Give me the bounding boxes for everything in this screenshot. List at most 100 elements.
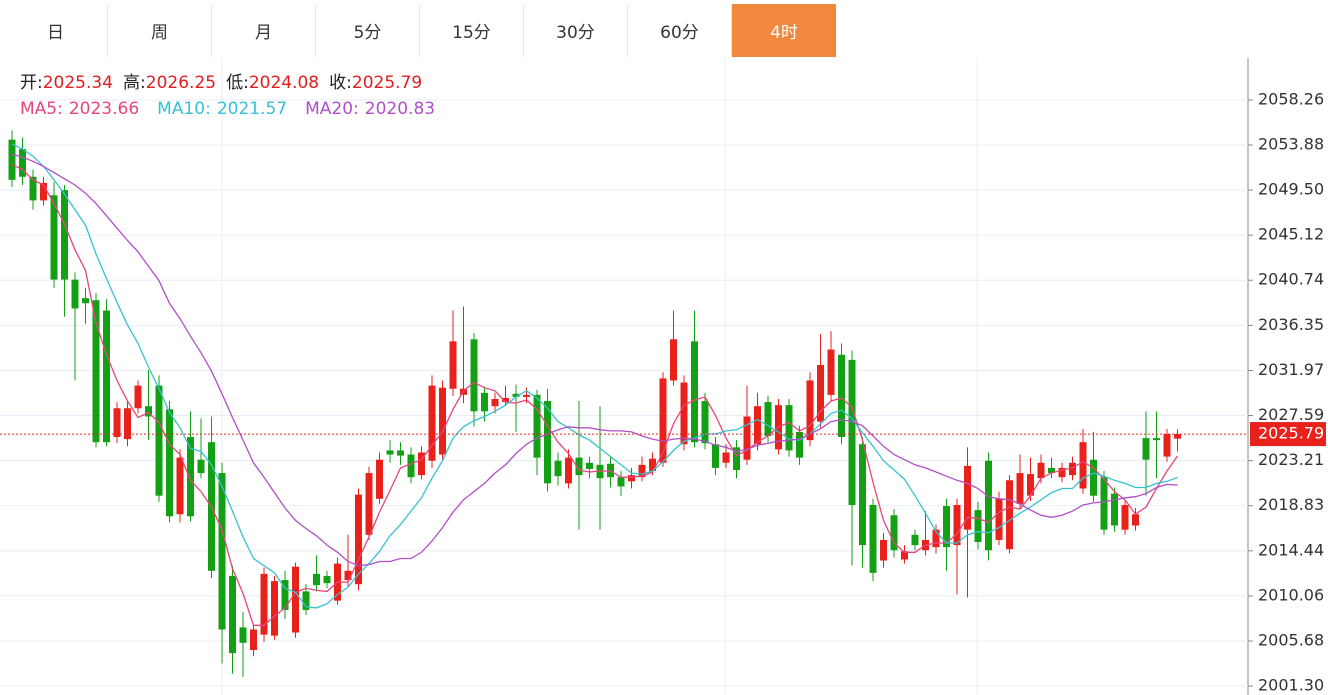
- candle-body: [764, 402, 772, 437]
- candle-body: [880, 539, 887, 561]
- candle-body: [659, 378, 667, 463]
- ohlc-label: 高:: [123, 73, 146, 93]
- candle-body: [817, 365, 824, 422]
- candle-body: [1058, 467, 1066, 478]
- y-tick-label: 2014.44: [1258, 540, 1324, 559]
- candle-body: [250, 629, 257, 651]
- ohlc-row: 开:2025.34 高:2026.25 低:2024.08 收:2025.79: [20, 70, 453, 96]
- candle-body: [229, 575, 236, 654]
- candle-body: [281, 580, 289, 610]
- candle-body: [124, 408, 131, 440]
- candle-body: [932, 529, 940, 548]
- candle-body: [512, 393, 520, 397]
- ohlc-value: 2025.79: [351, 73, 423, 93]
- candle-body: [1027, 474, 1034, 496]
- candle-body: [638, 464, 646, 478]
- ma-row: MA5: 2023.66 MA10: 2021.57 MA20: 2020.83: [20, 96, 453, 122]
- candle-body: [386, 450, 394, 455]
- candle-body: [481, 392, 488, 412]
- candle-body: [449, 341, 457, 389]
- candle-body: [806, 380, 814, 441]
- candle-body: [554, 460, 562, 477]
- candle-body: [838, 354, 845, 438]
- candle-body: [355, 494, 362, 585]
- candle-body: [1090, 459, 1097, 496]
- candle-body: [995, 498, 1003, 540]
- y-tick-label: 2036.35: [1258, 315, 1324, 334]
- legend: 开:2025.34 高:2026.25 低:2024.08 收:2025.79 MA5…: [20, 70, 453, 122]
- candle-body: [418, 452, 425, 476]
- candle-body: [323, 575, 331, 584]
- candle-body: [260, 573, 268, 635]
- candle-body: [901, 551, 908, 560]
- ohlc-label: 开:: [20, 73, 43, 93]
- candle-body: [1079, 442, 1087, 489]
- candle-body: [376, 459, 383, 499]
- ma-legend-name: MA20:: [305, 99, 359, 119]
- candle-body: [859, 444, 866, 546]
- period-tab[interactable]: 60分: [628, 4, 732, 57]
- period-tab[interactable]: 周: [108, 4, 212, 57]
- candle-body: [82, 298, 89, 304]
- y-tick-label: 2018.83: [1258, 495, 1324, 514]
- candle-body: [1069, 462, 1076, 476]
- candle-body: [911, 534, 919, 546]
- candle-body: [575, 457, 583, 476]
- candle-body: [1132, 514, 1139, 526]
- period-tabs: 日周月 5分 15分 30分 60分 4时: [4, 4, 836, 57]
- candle-body: [439, 387, 446, 455]
- period-tab[interactable]: 5分: [316, 4, 420, 57]
- y-tick-label: 2049.50: [1258, 180, 1324, 199]
- candle-body: [733, 447, 740, 470]
- ma-legend-value: 2020.83: [364, 99, 436, 119]
- candle-body: [1016, 473, 1024, 504]
- period-tab[interactable]: 4时: [732, 4, 836, 57]
- ma-line: [11, 163, 1179, 626]
- candle-body: [586, 462, 593, 469]
- candle-body: [680, 382, 688, 445]
- ma-legend-name: MA5:: [20, 99, 63, 119]
- candle-body: [974, 510, 982, 543]
- candle-body: [166, 409, 173, 517]
- y-tick-label: 2027.59: [1258, 405, 1324, 424]
- candle-body: [428, 385, 436, 461]
- period-tab[interactable]: 15分: [420, 4, 524, 57]
- candle-body: [145, 406, 152, 417]
- y-tick-label: 2001.30: [1258, 676, 1324, 695]
- candle-body: [1121, 504, 1129, 530]
- candle-body: [1174, 434, 1181, 439]
- candle-body: [29, 176, 37, 201]
- candle-body: [239, 627, 247, 643]
- candle-body: [754, 406, 761, 445]
- ohlc-label: 收:: [329, 73, 352, 93]
- ma-line: [11, 153, 1178, 567]
- y-tick-label: 2053.88: [1258, 135, 1324, 154]
- candle-body: [71, 279, 79, 309]
- candle-body: [19, 148, 26, 177]
- candle-body: [470, 339, 478, 412]
- candle-body: [1048, 467, 1055, 474]
- candle-body: [8, 139, 16, 180]
- period-tab[interactable]: 30分: [524, 4, 628, 57]
- candle-body: [796, 431, 803, 458]
- candle-body: [292, 566, 299, 633]
- candle-body: [617, 477, 625, 487]
- ohlc-value: 2025.34: [42, 73, 114, 93]
- candle-body: [785, 405, 793, 451]
- candle-body: [218, 473, 226, 630]
- y-tick-label: 2031.97: [1258, 360, 1324, 379]
- period-tab[interactable]: 日: [4, 4, 108, 57]
- candle-body: [722, 452, 730, 463]
- candle-body: [502, 397, 509, 403]
- candle-body: [197, 459, 205, 474]
- candle-body: [50, 195, 58, 280]
- candle-body: [869, 504, 877, 573]
- ma-legend-value: 2023.66: [68, 99, 140, 119]
- candle-body: [397, 450, 404, 456]
- period-tab[interactable]: 月: [212, 4, 316, 57]
- current-price-box: [1250, 422, 1326, 447]
- candle-body: [313, 573, 320, 586]
- candle-body: [565, 457, 572, 484]
- candle-body: [533, 394, 541, 458]
